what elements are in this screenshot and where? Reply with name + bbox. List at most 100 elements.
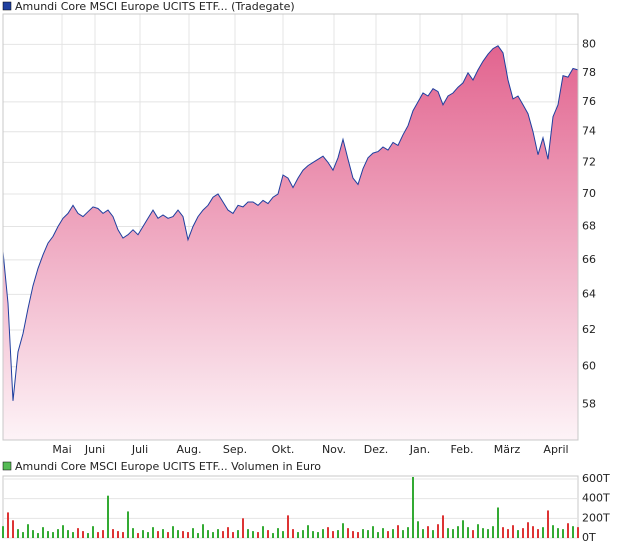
volume-bar <box>427 526 429 538</box>
volume-bar <box>207 530 209 538</box>
volume-bar <box>132 528 134 538</box>
volume-bar <box>117 531 119 538</box>
volume-bar <box>337 530 339 538</box>
volume-bar <box>512 525 514 538</box>
volume-bar <box>417 521 419 538</box>
x-tick-label: Juni <box>84 443 105 456</box>
volume-bar <box>152 527 154 538</box>
x-tick-label: Juli <box>131 443 148 456</box>
y-tick-label: 200T <box>582 511 610 524</box>
volume-bar <box>442 515 444 538</box>
volume-bar <box>22 532 24 538</box>
volume-bar <box>322 529 324 538</box>
volume-bar <box>447 528 449 538</box>
x-tick-label: Mai <box>52 443 71 456</box>
volume-bar <box>222 531 224 538</box>
volume-bar <box>217 529 219 538</box>
volume-bar <box>477 524 479 538</box>
volume-bar <box>47 531 49 538</box>
volume-bar <box>192 528 194 538</box>
volume-bar <box>502 527 504 538</box>
volume-bar <box>302 530 304 538</box>
volume-bar <box>267 530 269 538</box>
volume-bar <box>357 532 359 538</box>
volume-bar <box>507 529 509 538</box>
volume-bar <box>52 532 54 538</box>
chart-title: Amundi Core MSCI Europe UCITS ETF... (Tr… <box>15 0 295 13</box>
y-tick-label: 80 <box>582 37 596 50</box>
volume-bar <box>252 531 254 538</box>
volume-bar <box>567 523 569 538</box>
volume-bar <box>32 530 34 538</box>
volume-bar <box>367 530 369 538</box>
x-tick-label: März <box>494 443 521 456</box>
volume-bar <box>97 532 99 538</box>
volume-bar <box>212 532 214 538</box>
y-tick-label: 58 <box>582 398 596 411</box>
volume-bar <box>7 512 9 538</box>
volume-bar <box>87 533 89 538</box>
volume-bar <box>402 530 404 538</box>
y-tick-label: 64 <box>582 287 596 300</box>
volume-bar <box>522 528 524 538</box>
volume-bar <box>382 528 384 538</box>
volume-bar <box>162 529 164 538</box>
volume-bar <box>227 527 229 538</box>
volume-bar <box>77 528 79 538</box>
volume-bar <box>492 526 494 538</box>
volume-bar <box>412 476 414 538</box>
volume-bar <box>482 528 484 538</box>
volume-bar <box>107 495 109 538</box>
volume-bar <box>377 532 379 538</box>
x-tick-label: April <box>543 443 568 456</box>
price-line <box>2 45 579 401</box>
x-tick-label: Nov. <box>322 443 346 456</box>
volume-bar <box>282 531 284 538</box>
volume-bar <box>342 523 344 538</box>
volume-bar <box>82 531 84 538</box>
y-tick-label: 0T <box>582 531 596 544</box>
volume-bar <box>532 526 534 538</box>
x-tick-label: Aug. <box>177 443 202 456</box>
x-tick-label: Jan. <box>409 443 430 456</box>
volume-bar <box>542 527 544 538</box>
volume-bar <box>307 525 309 538</box>
plot-area <box>2 475 579 539</box>
volume-bar <box>397 525 399 538</box>
volume-bar <box>292 529 294 538</box>
volume-bar <box>167 532 169 538</box>
x-tick-label: Okt. <box>272 443 295 456</box>
volume-bar <box>237 530 239 538</box>
y-tick-label: 400T <box>582 492 610 505</box>
legend-swatch <box>2 1 12 11</box>
y-tick-label: 68 <box>582 219 596 232</box>
volume-bar <box>62 525 64 538</box>
volume-bar <box>112 529 114 538</box>
y-tick-label: 600T <box>582 472 610 485</box>
volume-bar <box>497 507 499 538</box>
volume-bar <box>332 531 334 538</box>
volume-bar <box>57 529 59 538</box>
volume-bar <box>37 533 39 538</box>
volume-bar <box>387 531 389 538</box>
y-tick-label: 60 <box>582 360 596 373</box>
volume-bar <box>12 520 14 538</box>
volume-bar <box>92 526 94 538</box>
volume-bar <box>122 532 124 538</box>
volume-bar <box>72 532 74 538</box>
x-tick-label: Sep. <box>223 443 247 456</box>
volume-bar <box>242 518 244 538</box>
volume-bar <box>457 526 459 538</box>
volume-bar <box>17 529 19 538</box>
volume-bar <box>347 528 349 538</box>
volume-bar <box>2 526 4 538</box>
volume-bar <box>527 522 529 538</box>
volume-bar <box>177 530 179 538</box>
volume-bar <box>147 532 149 538</box>
volume-bar <box>287 515 289 538</box>
volume-bar <box>362 529 364 538</box>
volume-bar <box>197 533 199 538</box>
volume-bar <box>257 532 259 538</box>
chart-title: Amundi Core MSCI Europe UCITS ETF... Vol… <box>15 460 321 473</box>
